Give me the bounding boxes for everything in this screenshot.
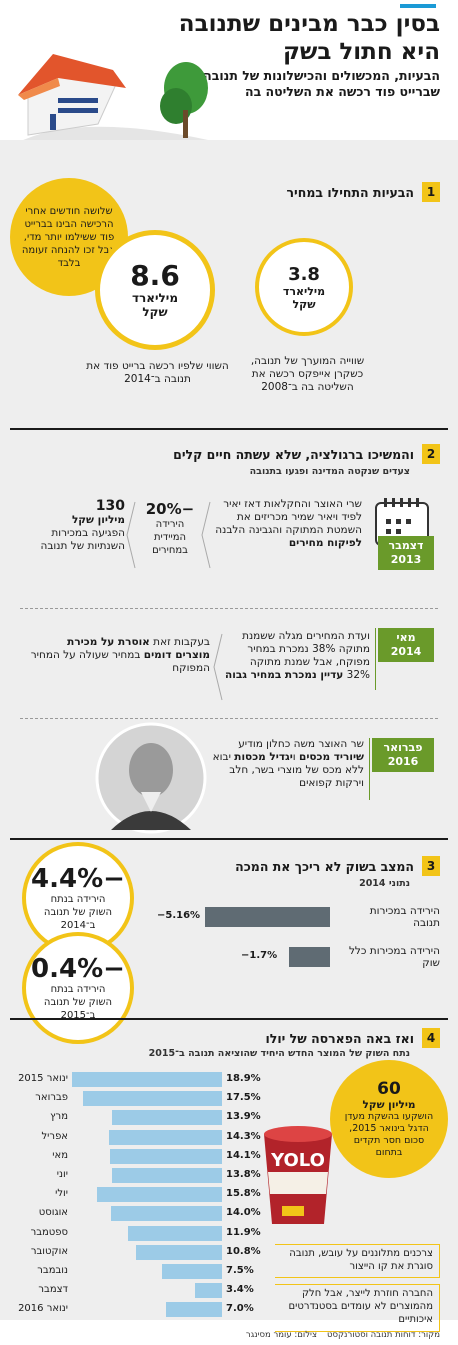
- month-label: אוגוסט: [38, 1207, 68, 1219]
- page-title: בסין כבר מבינים שתנובה היא חתול בשק: [178, 11, 440, 65]
- section-3-header: 3 המצב בשוק לא ריכך את המכה: [235, 856, 440, 876]
- yolo-logo-text: YOLO: [270, 1150, 325, 1171]
- price-drop-block: −20% הירידה המיידית במחירים: [145, 500, 195, 556]
- month-value: 14.1%: [226, 1149, 261, 1161]
- month-value: 10.8%: [226, 1245, 261, 1257]
- month-bar: [111, 1206, 222, 1222]
- month-value: 7.0%: [226, 1303, 254, 1315]
- month-bar: [72, 1072, 222, 1087]
- source-text: מקור: דוחות תנובה וסטורנקסט: [327, 1330, 440, 1340]
- month-value: 7.5%: [226, 1265, 254, 1276]
- chevron-divider-icon: [213, 633, 223, 701]
- month-value: 14.3%: [226, 1130, 261, 1142]
- dashed-divider: [20, 608, 438, 609]
- market-share-2015-circle: −0.4% הירידה בנתח השוק של תנובה ב־2015: [22, 932, 134, 1044]
- month-label: אפריל: [41, 1130, 69, 1142]
- month-value: 15.8%: [226, 1188, 261, 1200]
- section-3-title: המצב בשוק לא ריכך את המכה: [235, 858, 414, 874]
- date-badge-2014: מאי 2014: [378, 628, 434, 662]
- month-label: מאי: [52, 1149, 68, 1161]
- decline-bar: [289, 947, 330, 967]
- dashed-divider: [20, 718, 438, 719]
- section-4-title: ואז באה הפארסה של יולו: [265, 1030, 415, 1046]
- month-value: 14.0%: [226, 1207, 261, 1219]
- month-label: יוני: [56, 1169, 68, 1180]
- kahlon-photo: [95, 722, 207, 834]
- section-2-header: 2 והמשיכו ברגולציה, שלא עשתה חיים קלים: [173, 444, 440, 464]
- investment-callout: 60 מיליון שקל הושקעו בהשקת מעדן הדגל בינ…: [330, 1060, 448, 1178]
- month-value: 11.9%: [226, 1226, 261, 1238]
- month-label: יולי: [55, 1188, 68, 1200]
- section-divider: [10, 428, 448, 430]
- section-1-header: 1 הבעיות התחילו במחיר: [287, 182, 440, 202]
- month-bar: [166, 1302, 222, 1318]
- date-badge-2013: דצמבר 2013: [378, 536, 434, 570]
- yolo-product-image: YOLO: [264, 1126, 332, 1224]
- accent-bar: [400, 4, 436, 8]
- section-1-number: 1: [422, 182, 440, 202]
- section-2-title: והמשיכו ברגולציה, שלא עשתה חיים קלים: [173, 446, 414, 462]
- section-1-title: הבעיות התחילו במחיר: [286, 184, 414, 200]
- month-bar: [128, 1225, 222, 1241]
- decline-bar-label: הירידה במכירות כלל שוק: [348, 945, 440, 969]
- chevron-divider-icon: [201, 501, 211, 569]
- quality-note: החברה חוזרת לייצר, אבל חלק מהמוצרים לא ע…: [275, 1284, 440, 1332]
- month-bar: [112, 1168, 222, 1183]
- month-value: 18.9%: [226, 1073, 261, 1084]
- month-label: פברואר: [35, 1092, 68, 1104]
- section-4-number: 4: [422, 1028, 440, 1048]
- event-2014-text: ועדת המחירים מגלה ששמנת מתוקה 38% נמכרת …: [225, 630, 370, 681]
- decline-bar-value: −5.16%: [157, 910, 201, 921]
- month-label: ינואר 2015: [18, 1073, 68, 1084]
- month-label: דצמבר: [38, 1284, 68, 1296]
- footer: מקור: דוחות תנובה וסטורנקסט צילום: עומר …: [246, 1330, 440, 1340]
- month-label: אוקטובר: [30, 1245, 68, 1257]
- purchase-caption: השווי שלפיו רכשה ברייט פוד את תנובה ב־20…: [86, 360, 229, 385]
- event-2014-result: בעקבות זאת אוסרת על מכירת מוצרים דומים ב…: [30, 636, 210, 674]
- mold-note: צרכנים מתלוננים על עובש, תנובה סוגרת את …: [275, 1244, 440, 1278]
- section-3-number: 3: [422, 856, 440, 876]
- month-bar: [110, 1148, 222, 1164]
- credit-text: צילום: עומר מסינגר: [245, 1330, 317, 1340]
- section-4-subtitle: נתח השוק של המוצר החדש היחיד שהוציאה תנו…: [148, 1048, 410, 1059]
- month-bar: [195, 1283, 222, 1299]
- house-tree-illustration: [8, 54, 208, 150]
- month-bar: [136, 1244, 222, 1260]
- event-2016-text: שר האוצר משה כחלון מודיע שיוריד מכסים וי…: [212, 738, 364, 789]
- decline-bar: [205, 907, 330, 927]
- month-value: 3.4%: [226, 1284, 254, 1296]
- month-value: 13.8%: [226, 1169, 261, 1180]
- month-bar: [112, 1110, 222, 1126]
- month-bar: [83, 1091, 222, 1107]
- month-label: ספטמבר: [30, 1226, 68, 1238]
- decline-bar-label: הירידה במכירות תנובה: [369, 905, 440, 929]
- month-label: ינואר 2016: [18, 1303, 68, 1315]
- timeline-line: [369, 738, 370, 800]
- month-label: מרץ: [50, 1111, 68, 1123]
- decline-bar-value: −1.7%: [241, 950, 278, 961]
- chevron-divider-icon: [126, 501, 136, 569]
- page-subtitle: הבעיות, המכשולים והכישלונות של תנובה מאז…: [175, 68, 440, 99]
- month-bar: [97, 1187, 222, 1203]
- section-4-header: 4 ואז באה הפארסה של יולו: [265, 1028, 440, 1048]
- purchase-value-circle: 8.6 מיליארד שקל: [95, 230, 215, 350]
- section-2-subtitle: צעדים שנקטה המדינה ופגעו בתנובה: [249, 466, 410, 477]
- month-value: 13.9%: [226, 1111, 261, 1123]
- event-2013-text: שרי האוצר והחקלאות דאז יאיר לפיד ויאיר ש…: [215, 498, 362, 549]
- section-2-number: 2: [422, 444, 440, 464]
- month-value: 17.5%: [226, 1092, 261, 1104]
- previous-caption: שווייה המוערך של תנובה, כשקרן אייפקס רכש…: [250, 355, 365, 393]
- section-3-subtitle: נתוני 2014: [359, 878, 410, 889]
- previous-value-circle: 3.8 מיליארד שקל: [255, 238, 353, 336]
- section-divider: [10, 838, 448, 840]
- section-divider: [10, 1018, 448, 1020]
- timeline-line: [375, 628, 376, 690]
- month-label: נובמבר: [37, 1265, 68, 1276]
- month-bar: [109, 1129, 222, 1145]
- sales-impact-block: 130 מיליון שקל הפגיעה במכירות השנתיות של…: [40, 498, 126, 552]
- date-badge-2016: פברואר 2016: [372, 738, 434, 772]
- month-bar: [162, 1264, 222, 1279]
